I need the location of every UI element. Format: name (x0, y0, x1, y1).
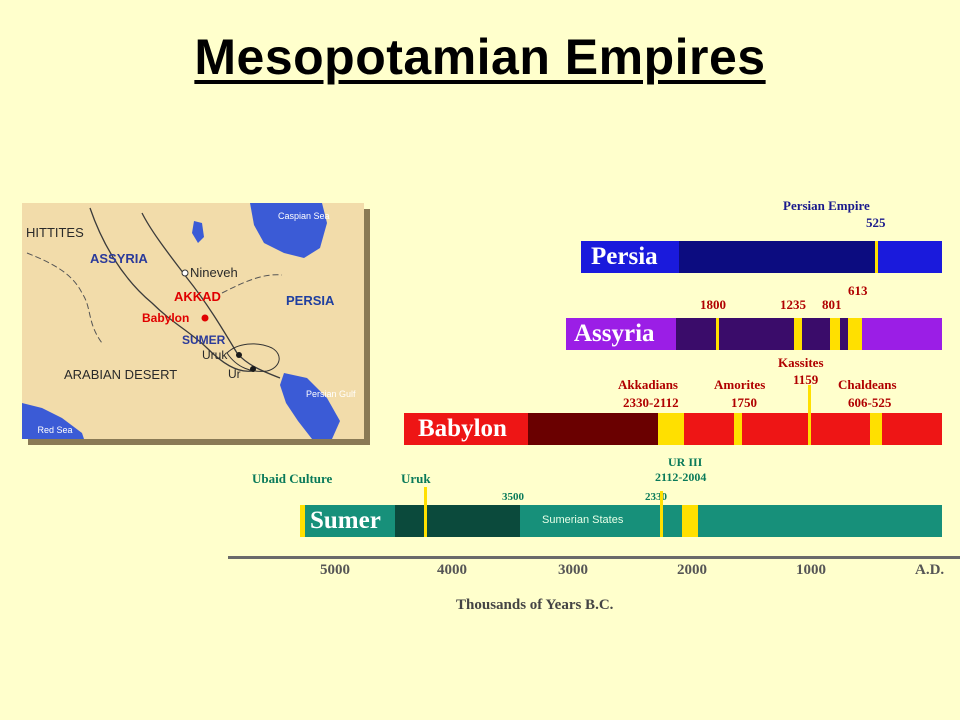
euphrates-river (89, 207, 253, 372)
persian-year-label: 525 (866, 215, 886, 230)
axis-tick-1000: 1000 (796, 562, 826, 578)
babylon-dark-segment (528, 413, 658, 445)
nineveh-dot (181, 269, 189, 277)
lake-shape (192, 221, 204, 243)
border-line-2 (221, 274, 283, 294)
map-label-red-sea: Red Sea (37, 425, 73, 435)
kassites-label: Kassites (778, 355, 824, 370)
axis-tick-2000: 2000 (677, 562, 707, 578)
ur-iii-label: UR III (668, 455, 703, 469)
map-label-caspian: Caspian Sea (278, 211, 330, 221)
assyria-1235-label: 1235 (780, 297, 806, 312)
ubaid-marker (300, 505, 305, 537)
axis-title: Thousands of Years B.C. (456, 597, 614, 613)
assyria-613-label: 613 (848, 283, 868, 298)
ur-iii-segment (682, 505, 698, 537)
axis-tick-ad: A.D. (915, 562, 945, 578)
map-label-desert: ARABIAN DESERT (64, 367, 178, 382)
akkadians-label: Akkadians (618, 377, 678, 392)
amorites-label: Amorites (714, 377, 766, 392)
map-label-sumer: SUMER (182, 333, 226, 347)
map-body: HITTITES ASSYRIA Nineveh AKKAD Babylon P… (22, 203, 364, 439)
persia-bar: Persia (581, 241, 942, 273)
babylon-bar: Babylon (404, 385, 942, 445)
caspian-sea-shape (250, 203, 327, 258)
ur-iii-years-label: 2112-2004 (655, 470, 707, 484)
uruk-label: Uruk (401, 471, 431, 486)
map-graphic (22, 203, 340, 439)
map-label-uruk: Uruk (202, 348, 228, 362)
assyria-bar-label: Assyria (574, 320, 655, 347)
year-3500-label: 3500 (502, 491, 524, 503)
map-label-babylon: Babylon (142, 311, 190, 325)
sumer-bar: Sumer Sumerian States (300, 487, 942, 537)
tigris-river (141, 212, 281, 379)
babylon-akkadian-segment (658, 413, 684, 445)
sumer-dark-segment (395, 505, 520, 537)
axis-tick-4000: 4000 (437, 562, 467, 578)
chaldeans-label: Chaldeans (838, 377, 897, 392)
ubaid-culture-label: Ubaid Culture (252, 471, 333, 486)
timeline-axis (228, 556, 960, 559)
axis-tick-3000: 3000 (558, 562, 588, 578)
sumer-outline (226, 343, 280, 372)
babylon-dot (201, 314, 209, 322)
sumer-bar-label: Sumer (310, 507, 381, 534)
babylon-chaldean-segment (870, 413, 882, 445)
ur-dot (250, 366, 256, 372)
assyria-1800-label: 1800 (700, 297, 726, 312)
assyria-marker-613 (848, 318, 862, 350)
akkadians-years-label: 2330-2112 (623, 395, 679, 410)
map-label-nineveh: Nineveh (190, 265, 238, 280)
assyria-marker-1800 (716, 318, 719, 350)
persia-dark-segment (679, 241, 876, 273)
persian-empire-label: Persian Empire (783, 198, 870, 213)
border-line-1 (26, 252, 103, 344)
assyria-marker-801 (830, 318, 840, 350)
marker-2330 (660, 491, 663, 537)
assyria-bar: Assyria (566, 318, 942, 350)
amorites-year-label: 1750 (731, 395, 757, 410)
red-sea-shape (22, 403, 84, 439)
page-title: Mesopotamian Empires (194, 29, 766, 85)
uruk-marker (424, 487, 427, 537)
babylon-amorite-marker (734, 413, 742, 445)
year-2330-label: 2330 (645, 491, 667, 503)
persia-marker-525 (875, 241, 878, 273)
uruk-dot (236, 352, 242, 358)
babylon-bar-label: Babylon (418, 415, 507, 442)
map-label-ur: Ur (228, 367, 241, 381)
assyria-marker-1235 (794, 318, 802, 350)
map-label-gulf: Persian Gulf (306, 389, 356, 399)
babylon-kassite-marker (808, 385, 811, 445)
kassites-year-label: 1159 (793, 372, 819, 387)
assyria-801-label: 801 (822, 297, 842, 312)
persian-gulf-shape (280, 373, 340, 439)
sumer-states-segment (520, 505, 660, 537)
axis-tick-5000: 5000 (320, 562, 350, 578)
persia-bar-label: Persia (591, 243, 658, 270)
assyria-dark-segment (676, 318, 856, 350)
map-label-hittites: HITTITES (26, 225, 84, 240)
sumerian-states-label: Sumerian States (542, 514, 624, 526)
map-label-persia: PERSIA (286, 293, 335, 308)
chaldeans-years-label: 606-525 (848, 395, 892, 410)
map-label-assyria: ASSYRIA (90, 251, 148, 266)
mesopotamia-map: HITTITES ASSYRIA Nineveh AKKAD Babylon P… (22, 203, 370, 445)
map-label-akkad: AKKAD (174, 289, 221, 304)
